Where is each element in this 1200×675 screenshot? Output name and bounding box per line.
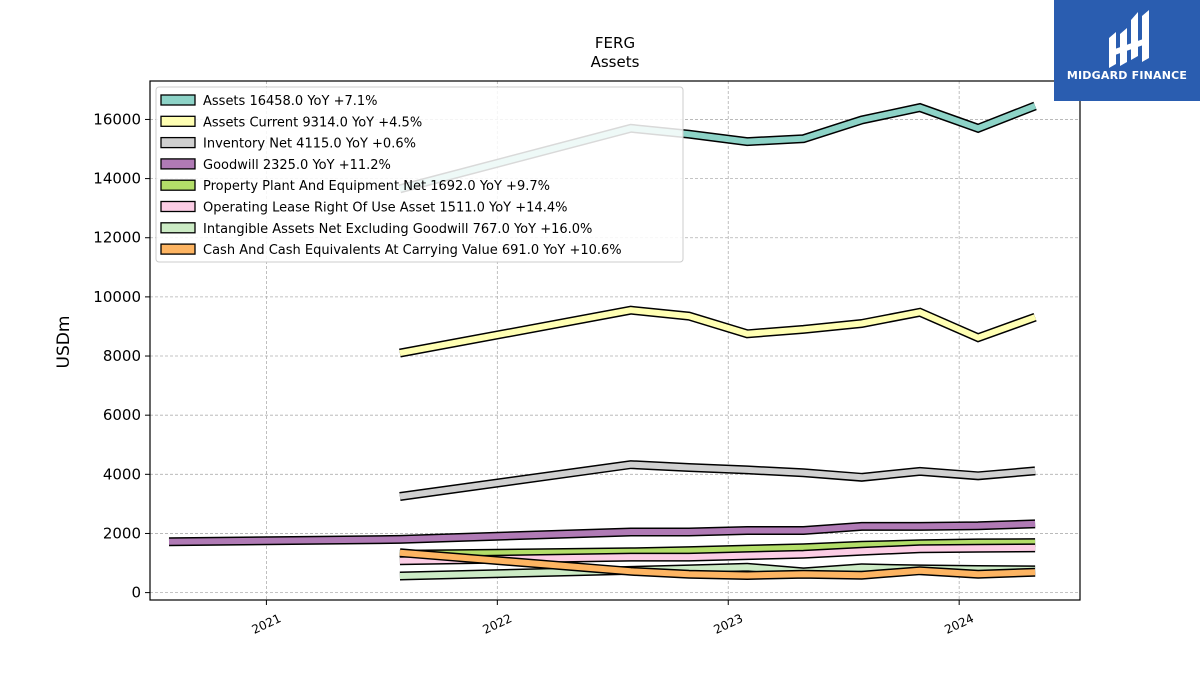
chart-title: FERG (595, 34, 635, 52)
series-line (399, 549, 1036, 579)
logo-mark-icon (1109, 10, 1149, 68)
y-tick-label: 10000 (93, 288, 141, 306)
legend-swatch (160, 136, 196, 149)
legend-label: Goodwill 2325.0 YoY +11.2% (203, 158, 391, 173)
series-7 (399, 548, 1036, 581)
x-tick-label: 2022 (481, 611, 515, 637)
x-tick-label: 2021 (250, 611, 284, 637)
legend-label: Property Plant And Equipment Net 1692.0 … (203, 179, 550, 194)
legend-label: Intangible Assets Net Excluding Goodwill… (203, 222, 592, 237)
legend-swatch (160, 179, 196, 191)
series-line (168, 520, 1036, 545)
y-tick-label: 8000 (103, 347, 141, 365)
legend-swatch (160, 158, 196, 170)
legend-swatch (160, 94, 196, 106)
y-tick-label: 12000 (93, 229, 141, 247)
legend-label: Inventory Net 4115.0 YoY +0.6% (203, 137, 416, 152)
legend-swatch (160, 222, 196, 234)
plot-frame (149, 80, 1081, 601)
legend-label: Assets Current 9314.0 YoY +4.5% (203, 115, 422, 130)
legend-box (155, 86, 684, 263)
legend-swatch (160, 115, 196, 127)
y-tick-label: 2000 (103, 524, 141, 542)
series-1 (399, 305, 1037, 358)
legend-label: Cash And Cash Equivalents At Carrying Va… (203, 243, 622, 258)
y-tick-label: 16000 (93, 110, 141, 128)
x-tick-label: 2024 (942, 611, 976, 637)
x-tick-label: 2023 (711, 611, 745, 637)
y-tick-label: 4000 (103, 465, 141, 483)
series-2 (399, 460, 1036, 501)
logo-text: MIDGARD FINANCE (1066, 69, 1188, 82)
legend-swatch (160, 243, 196, 255)
series-5 (399, 543, 1036, 566)
series-layer (168, 101, 1037, 581)
legend: Assets 16458.0 YoY +7.1% Assets Current 9… (155, 86, 684, 263)
series-line (399, 539, 1036, 558)
chart-subtitle: Assets (591, 53, 640, 71)
y-tick-label: 6000 (103, 406, 141, 424)
legend-label: Assets 16458.0 YoY +7.1% (203, 94, 378, 109)
series-4 (399, 538, 1036, 559)
x-axis: 2021 2022 2023 2024 (250, 600, 976, 637)
series-3 (168, 519, 1036, 547)
y-axis: 0 2000 4000 6000 8000 10000 12000 14000 16000 (93, 110, 150, 602)
y-tick-label: 14000 (93, 170, 141, 188)
series-line (399, 307, 1037, 357)
legend-label: Operating Lease Right Of Use Asset 1511.… (203, 201, 567, 216)
series-line (399, 461, 1036, 500)
series-line-outline (399, 305, 1037, 358)
brand-logo: MIDGARD FINANCE (1054, 0, 1200, 101)
y-axis-label: USDm (54, 316, 74, 369)
legend-swatch (160, 200, 196, 213)
series-line (399, 544, 1036, 564)
y-tick-label: 0 (131, 584, 141, 602)
